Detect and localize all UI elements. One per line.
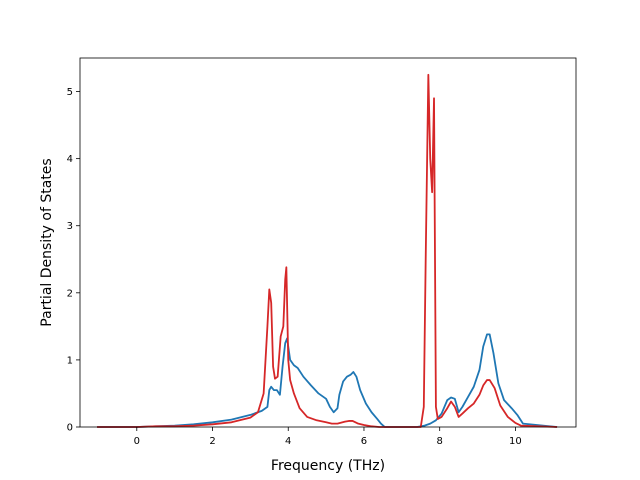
series-line-1 [97,333,558,428]
series-lines [97,73,558,428]
y-tick-label: 4 [67,154,73,165]
x-tick-label: 2 [209,436,215,447]
y-axis-label: Partial Density of States [39,158,55,326]
y-tick-label: 3 [67,221,73,232]
y-tick-label: 2 [67,288,73,299]
x-tick-label: 10 [509,436,522,447]
y-tick-label: 0 [67,423,73,434]
x-tick-label: 6 [361,436,367,447]
x-tick-label: 8 [437,436,443,447]
x-tick-label: 4 [285,436,291,447]
y-tick-label: 5 [67,87,73,98]
series-line-2 [97,73,558,428]
plot-frame [79,57,577,428]
x-tick-label: 0 [134,436,140,447]
y-tick-label: 1 [67,355,73,366]
x-axis-ticks: 0 2 4 6 8 10 [134,427,522,447]
x-axis-label: Frequency (THz) [271,458,385,474]
y-axis-ticks: 0 1 2 3 4 5 [67,87,80,434]
